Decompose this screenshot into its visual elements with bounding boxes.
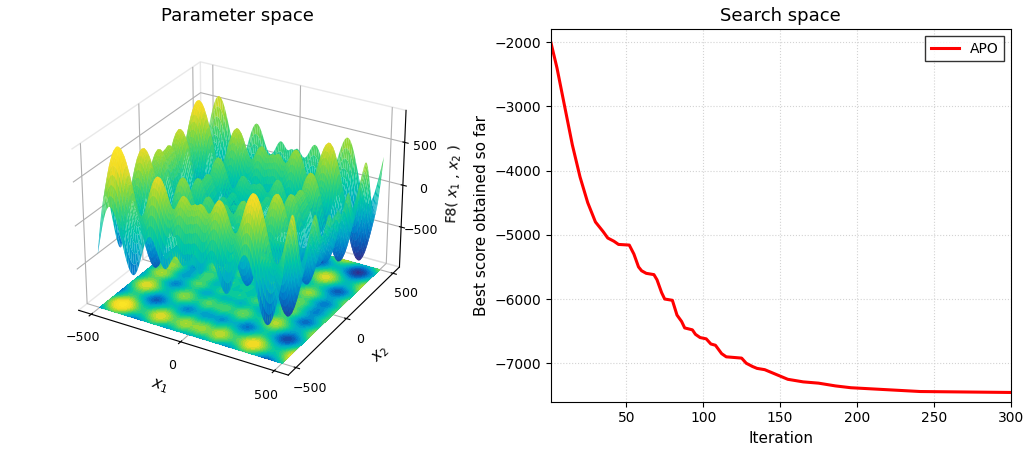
APO xyxy=(819,381,831,387)
APO xyxy=(932,389,944,395)
Title: Parameter space: Parameter space xyxy=(161,7,313,25)
APO xyxy=(546,46,559,51)
X-axis label: $x_1$: $x_1$ xyxy=(149,376,170,396)
X-axis label: Iteration: Iteration xyxy=(749,431,813,446)
APO xyxy=(826,383,838,388)
APO xyxy=(962,389,974,395)
Y-axis label: Best score obtained so far: Best score obtained so far xyxy=(474,115,489,316)
Y-axis label: $x_2$: $x_2$ xyxy=(369,343,393,366)
APO xyxy=(1005,390,1018,395)
APO xyxy=(817,381,829,387)
Title: Search space: Search space xyxy=(721,7,841,25)
APO xyxy=(544,39,557,45)
Line: APO: APO xyxy=(551,42,1011,392)
Legend: APO: APO xyxy=(925,36,1004,61)
